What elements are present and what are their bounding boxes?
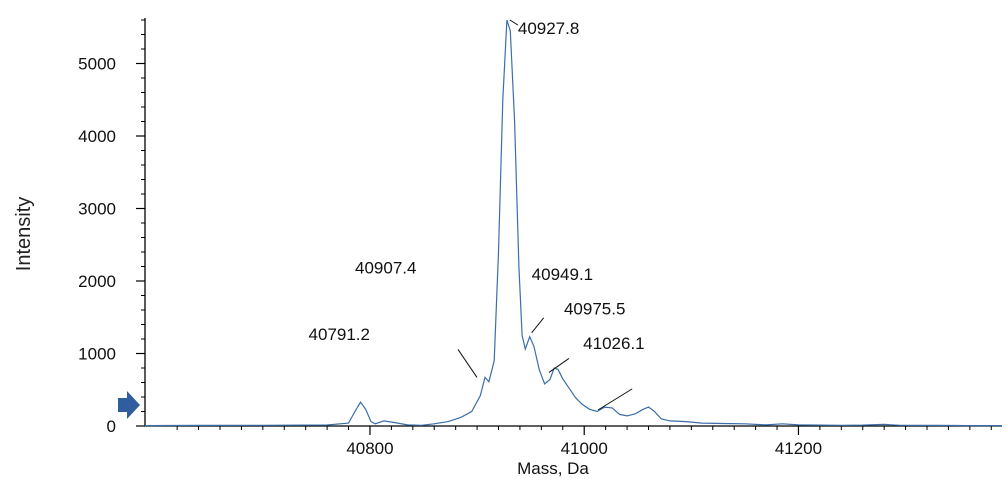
x-tick-label: 40800 [346,439,393,458]
x-axis-ticks: 40800 41000 41200 [176,426,992,458]
arrow-marker-icon [118,391,140,419]
y-tick-label: 5000 [78,55,116,74]
peak-leader-line [531,317,545,334]
peak-label: 40949.1 [532,265,593,284]
y-tick-label: 2000 [78,272,116,291]
peak-label: 40791.2 [309,325,370,344]
y-tick-label: 0 [107,417,116,436]
peak-leader-line [548,358,570,373]
y-tick-label: 3000 [78,200,116,219]
peak-label: 40927.8 [518,19,579,38]
x-tick-label: 41000 [561,439,608,458]
x-tick-label: 41200 [775,439,822,458]
peak-leader-line [457,349,478,378]
y-tick-label: 1000 [78,345,116,364]
spectrum-line [144,19,1002,427]
y-tick-label: 4000 [78,127,116,146]
peak-leader-line [597,388,633,411]
peak-label: 40975.5 [564,299,625,318]
peak-label: 40907.4 [355,258,416,277]
y-axis-ticks: 0 1000 2000 3000 4000 5000 [78,19,145,436]
peak-leader-line [509,19,519,26]
y-axis-title: Intensity [13,197,35,271]
peak-label: 41026.1 [583,334,644,353]
x-axis-title: Mass, Da [517,459,589,478]
peak-annotations: 40791.2 40907.4 40927.8 40949.1 40975.5 41026… [309,19,645,411]
